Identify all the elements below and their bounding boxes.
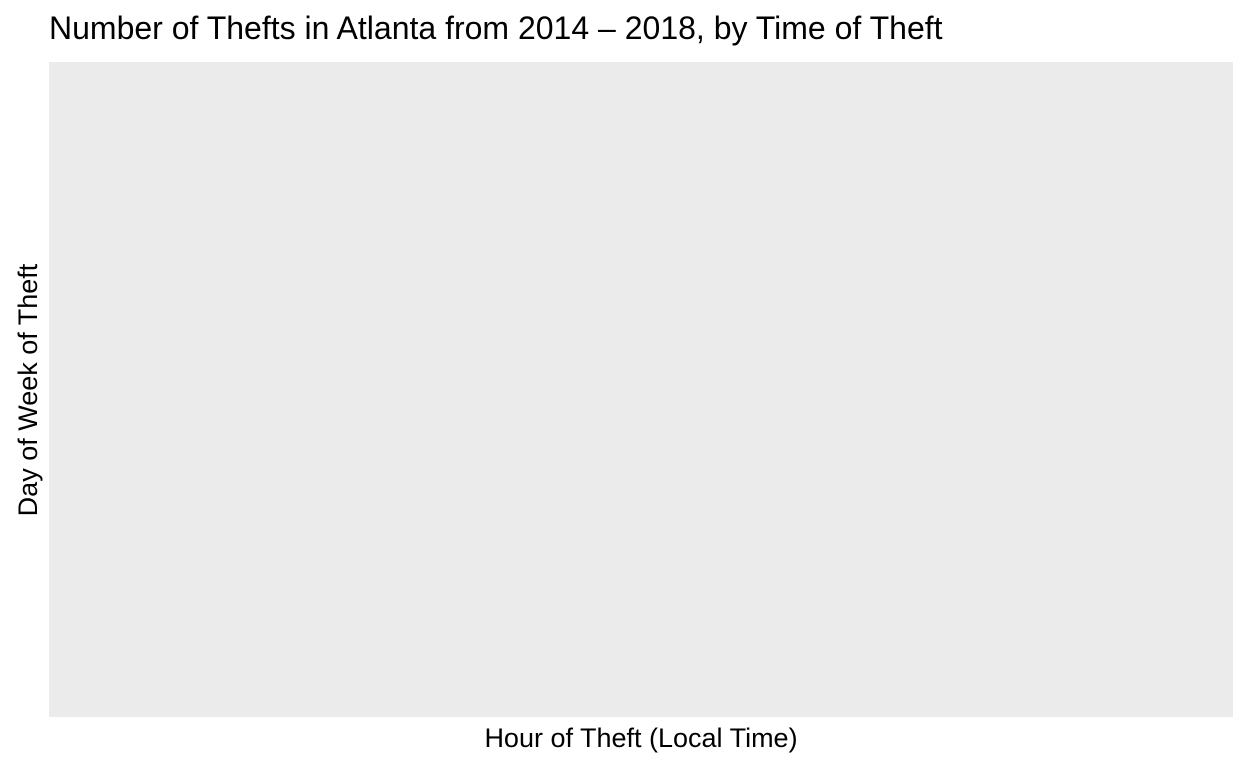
y-axis-label-container: Day of Week of Theft: [8, 62, 48, 717]
y-axis-label: Day of Week of Theft: [13, 263, 43, 516]
plot-panel: [49, 62, 1233, 717]
chart-title: Number of Thefts in Atlanta from 2014 – …: [49, 10, 943, 46]
heatmap-plot-area: [49, 62, 1233, 717]
x-axis-label: Hour of Theft (Local Time): [484, 723, 798, 753]
